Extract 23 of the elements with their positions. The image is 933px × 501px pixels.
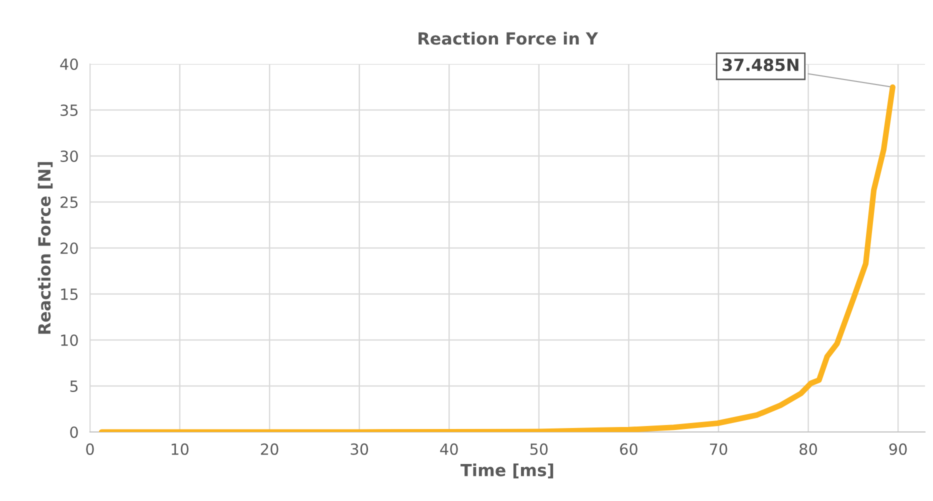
x-axis-title: Time [ms] — [460, 463, 554, 478]
x-tick-label: 0 — [86, 443, 94, 455]
y-tick-label: 20 — [60, 242, 78, 254]
y-tick-label: 35 — [60, 104, 78, 116]
y-tick-label: 10 — [61, 334, 78, 346]
y-tick-label: 40 — [60, 58, 78, 70]
x-tick-label: 30 — [350, 443, 368, 455]
y-tick-label: 15 — [61, 288, 78, 300]
x-tick-label: 70 — [710, 443, 728, 455]
x-tick-label: 10 — [172, 443, 188, 455]
x-tick-label: 40 — [440, 443, 458, 455]
y-tick-label: 30 — [60, 150, 78, 162]
chart-title: Reaction Force in Y — [418, 32, 598, 45]
x-tick-label: 80 — [800, 443, 817, 455]
x-tick-label: 60 — [620, 443, 638, 455]
y-tick-label: 25 — [60, 196, 78, 208]
y-axis-title: Reaction Force [N] — [38, 162, 53, 334]
x-tick-label: 20 — [260, 443, 278, 455]
y-tick-label: 5 — [70, 380, 78, 392]
y-tick-label: 0 — [70, 426, 78, 438]
x-tick-label: 50 — [530, 443, 548, 455]
annotation: 37.485N — [722, 58, 798, 72]
x-tick-label: 90 — [889, 443, 907, 455]
